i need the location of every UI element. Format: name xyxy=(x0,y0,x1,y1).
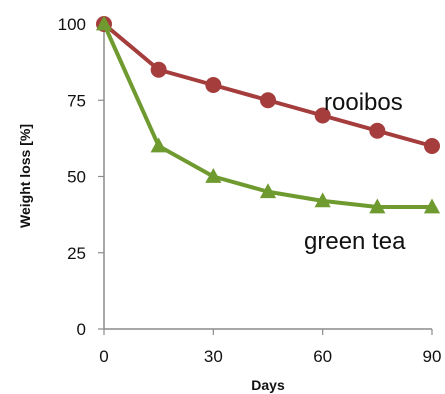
y-axis-ticks: 0 25 50 75 100 xyxy=(58,15,104,339)
data-point-rooibos xyxy=(314,107,331,124)
series-layer xyxy=(95,15,441,214)
y-tick-label: 75 xyxy=(67,91,86,110)
data-point-green-tea xyxy=(369,198,386,214)
y-tick-label: 25 xyxy=(67,244,86,263)
y-tick-label: 0 xyxy=(77,320,86,339)
data-point-rooibos xyxy=(205,77,222,93)
data-point-green-tea xyxy=(314,192,331,208)
data-point-green-tea xyxy=(150,137,167,153)
x-tick-label: 30 xyxy=(204,347,223,366)
data-point-rooibos xyxy=(369,122,386,139)
data-point-rooibos xyxy=(150,61,167,78)
series-label-rooibos: rooibos xyxy=(324,89,403,116)
y-tick-label: 100 xyxy=(58,15,86,34)
data-point-green-tea xyxy=(205,168,222,183)
data-point-green-tea xyxy=(423,198,441,214)
y-tick-label: 50 xyxy=(67,168,86,187)
x-tick-label: 60 xyxy=(313,347,332,366)
data-point-green-tea xyxy=(259,183,277,199)
data-point-rooibos xyxy=(424,138,440,154)
x-axis-ticks: 0 30 60 90 xyxy=(99,329,441,366)
x-tick-label: 0 xyxy=(99,347,108,366)
y-axis-title: Weight loss [%] xyxy=(17,124,33,228)
data-point-green-tea xyxy=(95,15,113,31)
x-axis-title: Days xyxy=(251,377,285,393)
series-label-green-tea: green tea xyxy=(304,228,406,255)
x-tick-label: 90 xyxy=(423,347,442,366)
data-point-rooibos xyxy=(260,92,276,109)
